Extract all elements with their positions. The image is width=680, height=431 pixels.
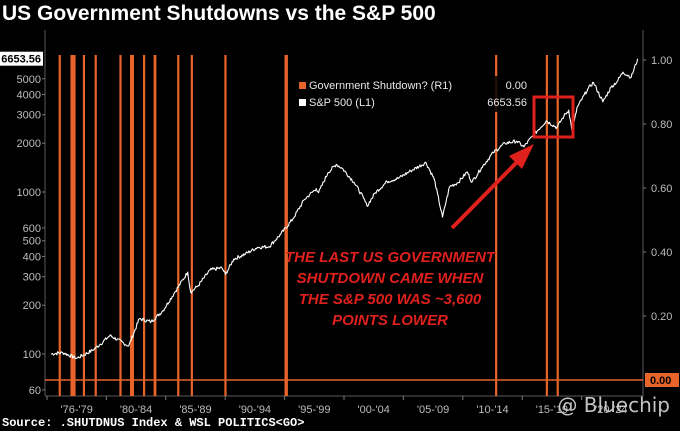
current-value-label: 6653.56	[1, 54, 41, 66]
right-current-box	[645, 373, 679, 387]
x-tick-label: '76-'79	[61, 404, 93, 416]
legend-bg	[292, 76, 528, 112]
left-tick-label: 60	[29, 385, 41, 397]
chart-title: US Government Shutdowns vs the S&P 500	[2, 2, 436, 25]
shutdown-bar	[545, 55, 548, 396]
shutdown-bar	[154, 55, 157, 396]
right-tick-label: 0.60	[651, 183, 672, 195]
shutdown-bar	[495, 55, 498, 396]
sp500-line	[50, 58, 639, 360]
shutdown-bar	[130, 55, 133, 396]
x-tick-label: '10-'14	[476, 404, 508, 416]
legend-swatch	[299, 99, 306, 106]
shutdown-bar	[190, 55, 193, 396]
highlight-box	[532, 95, 575, 139]
shutdown-bar	[285, 55, 288, 396]
shutdown-bar	[556, 55, 559, 396]
annotation-text-line: THE LAST US GOVERNMENT	[285, 249, 497, 266]
annotation-text-line: POINTS LOWER	[332, 312, 448, 329]
shutdown-bar	[131, 55, 134, 396]
legend: Government Shutdown? (R1) 0.00 S&P 500 (L1…	[292, 76, 528, 112]
shutdown-bar	[73, 55, 76, 396]
x-tick-label: '80-'84	[120, 404, 152, 416]
current-value-box	[0, 51, 43, 66]
shutdown-bar	[94, 55, 97, 396]
legend-value: 0.00	[506, 80, 527, 92]
left-tick-label: 2000	[17, 138, 41, 150]
annotation-text-line: SHUTDOWN CAME WHEN	[297, 270, 485, 287]
shutdown-bar	[284, 55, 287, 396]
shutdown-bar	[224, 55, 227, 396]
x-tick-label: '95-'99	[298, 404, 330, 416]
x-tick-label: '20-'24	[595, 404, 627, 416]
watermark: @ Bluechip	[557, 393, 670, 417]
right-tick-label: 0.40	[651, 247, 672, 259]
legend-label: S&P 500 (L1)	[309, 97, 375, 109]
x-tick-label: '05-'09	[417, 404, 449, 416]
shutdown-bar	[70, 55, 73, 396]
annotation-arrow-shaft	[450, 155, 524, 230]
left-tick-label: 600	[23, 223, 41, 235]
shutdown-bars	[45, 55, 643, 396]
x-tick-label: '90-'94	[239, 404, 271, 416]
x-tick-label: '00-'04	[358, 404, 390, 416]
source-note: Source: .SHUTDNUS Index & WSL POLITICS<G…	[2, 416, 305, 430]
right-tick-label: 0.80	[651, 119, 672, 131]
left-tick-label: 400	[23, 251, 41, 263]
shutdown-bar	[58, 55, 61, 396]
left-tick-label: 500	[23, 236, 41, 248]
shutdown-bar	[177, 55, 180, 396]
left-tick-label: 5000	[17, 74, 41, 86]
left-tick-label: 200	[23, 300, 41, 312]
left-tick-label: 3000	[17, 110, 41, 122]
left-tick-label: 4000	[17, 89, 41, 101]
shutdown-bar	[82, 55, 86, 396]
annotation: THE LAST US GOVERNMENT SHUTDOWN CAME WHEN…	[285, 95, 575, 329]
x-tick-label: '15-'19	[536, 404, 568, 416]
right-tick-label: 1.00	[651, 55, 672, 67]
shutdown-bar	[119, 55, 122, 396]
annotation-arrowhead	[509, 144, 534, 169]
legend-swatch	[299, 82, 306, 89]
shutdown-bar	[71, 55, 74, 396]
legend-label: Government Shutdown? (R1)	[309, 80, 452, 92]
shutdown-bar	[142, 55, 146, 396]
right-tick-label: 0.20	[651, 311, 672, 323]
right-current-label: 0.00	[650, 375, 671, 387]
left-tick-label: 100	[23, 349, 41, 361]
annotation-text-line: THE S&P 500 WAS ~3,600	[299, 291, 482, 308]
x-tick-label: '85-'89	[179, 404, 211, 416]
left-tick-label: 1000	[17, 187, 41, 199]
left-tick-label: 300	[23, 272, 41, 284]
sp500-line-group	[50, 58, 639, 360]
legend-value: 6653.56	[487, 97, 527, 109]
